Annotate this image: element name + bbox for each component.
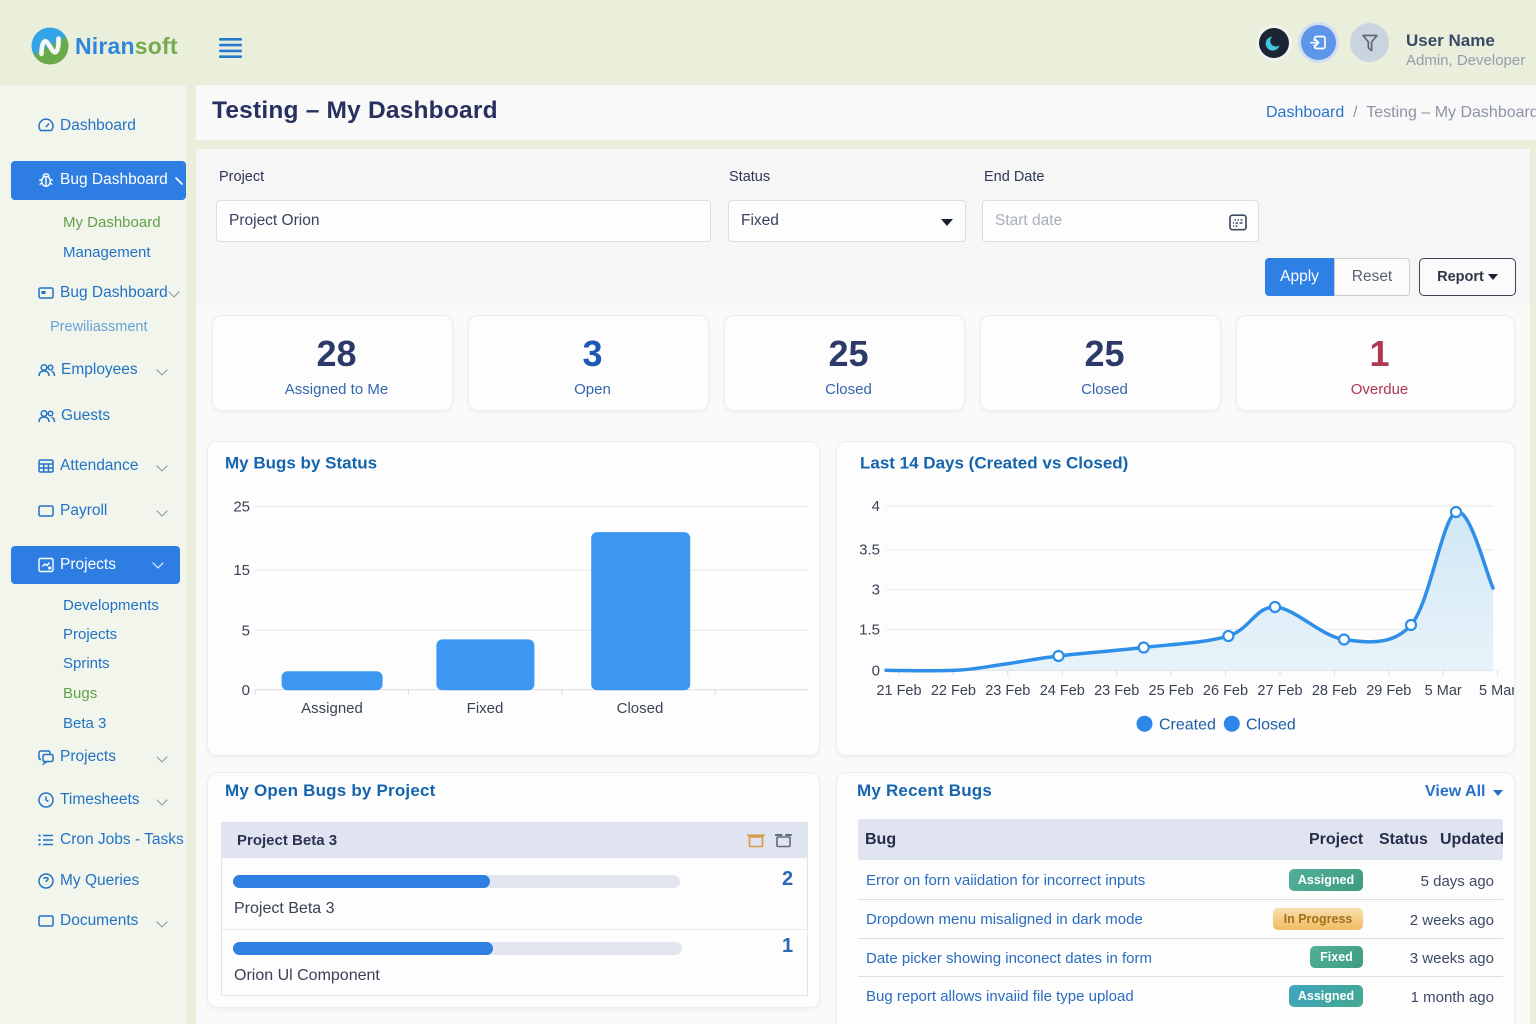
svg-text:26 Feb: 26 Feb — [1203, 683, 1248, 699]
svg-text:23 Feb: 23 Feb — [985, 683, 1030, 699]
svg-text:0: 0 — [242, 682, 250, 699]
svg-text:4: 4 — [872, 498, 880, 515]
svg-text:15: 15 — [233, 562, 250, 579]
svg-text:27 Feb: 27 Feb — [1257, 683, 1302, 699]
svg-text:Closed: Closed — [617, 700, 664, 717]
svg-text:1.5: 1.5 — [859, 621, 880, 638]
svg-text:22 Feb: 22 Feb — [931, 683, 976, 699]
svg-text:29 Feb: 29 Feb — [1366, 683, 1411, 699]
svg-text:Assigned: Assigned — [301, 700, 363, 717]
svg-text:0: 0 — [872, 662, 880, 679]
svg-text:21 Feb: 21 Feb — [876, 683, 921, 699]
svg-text:23 Feb: 23 Feb — [1094, 683, 1139, 699]
svg-text:Closed: Closed — [1246, 717, 1296, 734]
svg-text:25: 25 — [233, 499, 250, 516]
svg-text:28 Feb: 28 Feb — [1312, 683, 1357, 699]
svg-text:5 Mar: 5 Mar — [1425, 683, 1462, 699]
svg-text:Fixed: Fixed — [467, 700, 504, 717]
svg-text:Created: Created — [1159, 717, 1216, 734]
svg-text:5: 5 — [242, 622, 250, 639]
svg-text:3.5: 3.5 — [859, 542, 880, 559]
svg-text:Last 14 Days (Created vs Close: Last 14 Days (Created vs Closed) — [860, 454, 1128, 473]
svg-text:24 Feb: 24 Feb — [1040, 683, 1085, 699]
svg-text:5 Mar: 5 Mar — [1479, 683, 1514, 699]
svg-text:My Bugs by Status: My Bugs by Status — [225, 454, 377, 473]
svg-text:3: 3 — [872, 582, 880, 599]
svg-text:25 Feb: 25 Feb — [1149, 683, 1194, 699]
